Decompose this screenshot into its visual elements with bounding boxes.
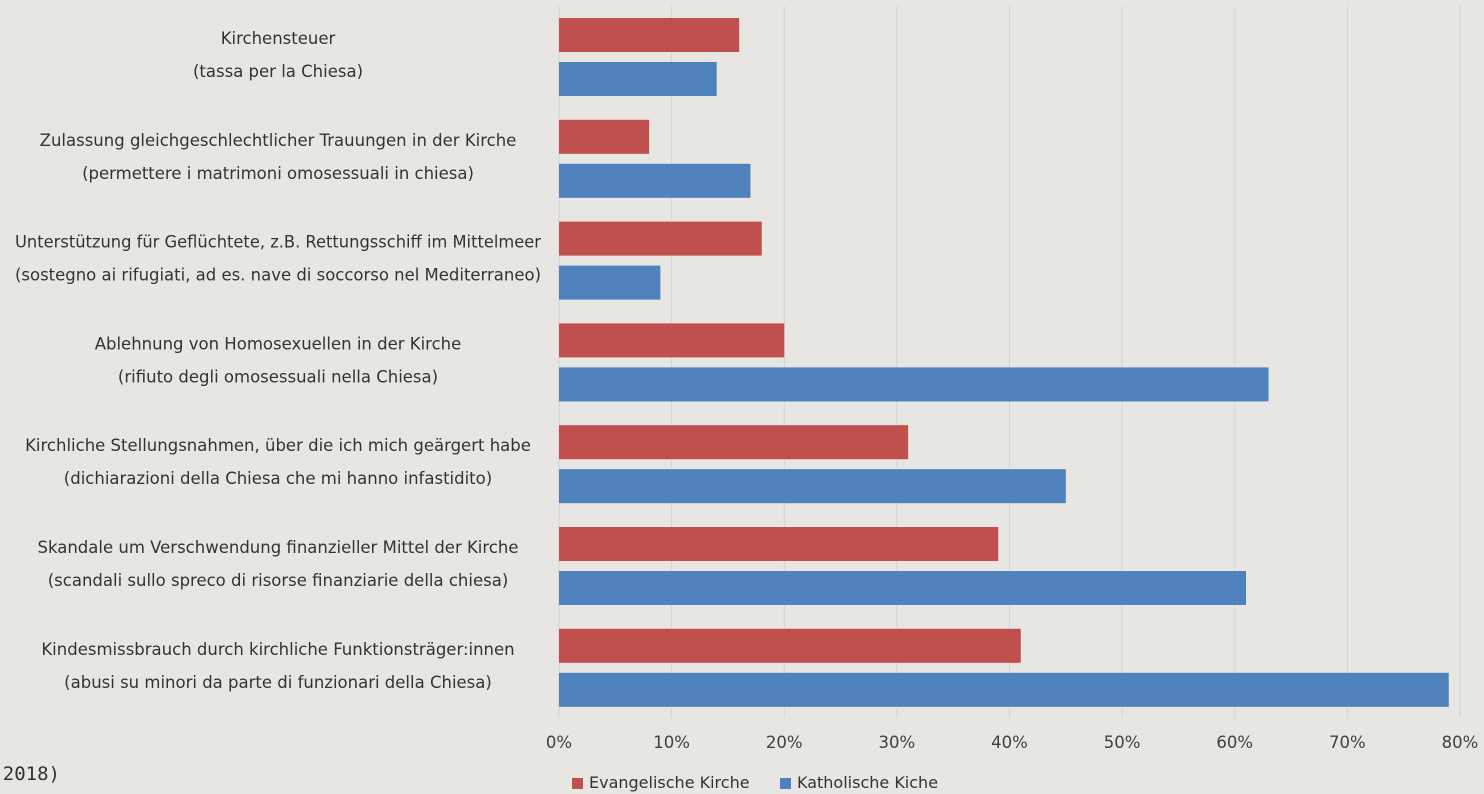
- category-label-line: (scandali sullo spreco di risorse finanz…: [48, 571, 509, 590]
- bar-katholisch-4: [559, 469, 1066, 504]
- category-label-line: Kirchliche Stellungsnahmen, über die ich…: [25, 436, 531, 455]
- category-label-line: (sostegno ai rifugiati, ad es. nave di s…: [15, 266, 541, 285]
- bar-katholisch-2: [559, 265, 661, 300]
- x-tick-label: 70%: [1329, 733, 1366, 752]
- x-tick-label: 20%: [766, 733, 803, 752]
- legend-swatch: [780, 778, 791, 789]
- x-tick-label: 10%: [653, 733, 690, 752]
- bar-evangelisch-1: [559, 119, 650, 154]
- category-label-line: (tassa per la Chiesa): [193, 62, 363, 81]
- bar-katholisch-1: [559, 163, 751, 198]
- legend-swatch: [572, 778, 583, 789]
- bar-evangelisch-5: [559, 527, 999, 561]
- category-label-line: Unterstützung für Geflüchtete, z.B. Rett…: [15, 233, 541, 252]
- category-label-line: Skandale um Verschwendung finanzieller M…: [38, 538, 519, 557]
- x-tick-label: 30%: [879, 733, 916, 752]
- bar-evangelisch-3: [559, 323, 785, 358]
- x-axis-ticks: 0% 10% 20% 30% 40% 50% 60% 70% 80%: [546, 733, 1478, 752]
- bars: [559, 18, 1449, 707]
- x-tick-label: 50%: [1104, 733, 1141, 752]
- bar-evangelisch-2: [559, 221, 762, 256]
- x-tick-label: 80%: [1442, 733, 1479, 752]
- legend-label: Evangelische Kirche: [589, 773, 750, 792]
- bar-katholisch-6: [559, 672, 1449, 707]
- gridlines: [558, 6, 1461, 718]
- category-label-line: (permettere i matrimoni omosessuali in c…: [82, 164, 474, 183]
- source-note: (2018): [0, 763, 60, 785]
- bar-katholisch-5: [559, 571, 1247, 605]
- category-label-line: (rifiuto degli omosessuali nella Chiesa): [118, 367, 438, 386]
- category-label-line: (abusi su minori da parte di funzionari …: [64, 673, 492, 692]
- x-tick-label: 60%: [1216, 733, 1253, 752]
- bar-evangelisch-6: [559, 628, 1021, 663]
- bar-evangelisch-4: [559, 425, 909, 460]
- category-label-line: Zulassung gleichgeschlechtlicher Trauung…: [40, 131, 517, 150]
- bar-katholisch-3: [559, 367, 1269, 402]
- category-labels: Kirchensteuer (tassa per la Chiesa) Zulass…: [15, 29, 541, 692]
- category-label-line: Ablehnung von Homosexuellen in der Kirch…: [95, 334, 462, 353]
- bar-evangelisch-0: [559, 18, 740, 52]
- category-label-line: Kirchensteuer: [221, 29, 336, 48]
- x-tick-label: 0%: [546, 733, 572, 752]
- legend: Evangelische Kirche Katholische Kiche: [572, 773, 938, 792]
- bar-katholisch-0: [559, 62, 717, 96]
- x-tick-label: 40%: [991, 733, 1028, 752]
- category-label-line: (dichiarazioni della Chiesa che mi hanno…: [64, 469, 492, 488]
- category-label-line: Kindesmissbrauch durch kirchliche Funkti…: [41, 640, 514, 659]
- legend-label: Katholische Kiche: [797, 773, 938, 792]
